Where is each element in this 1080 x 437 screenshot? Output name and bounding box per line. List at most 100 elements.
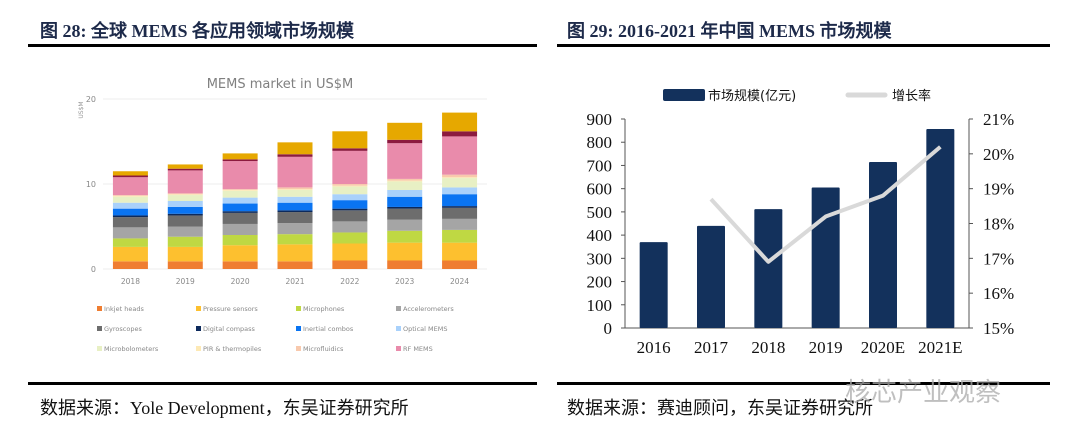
y2-tick-label: 19% <box>983 180 1014 199</box>
legend-swatch <box>396 306 401 311</box>
x-tick-label: 2018 <box>121 277 140 286</box>
x-tick-label: 2021 <box>285 277 304 286</box>
bar-segment-rf-mems <box>387 143 423 179</box>
bar-segment-microbolometers <box>167 195 203 201</box>
legend-label: Accelerometers <box>403 305 454 313</box>
legend-label: 市场规模(亿元) <box>708 88 796 104</box>
legend-label: Gyroscopes <box>104 325 142 333</box>
bar-segment-microbolometers <box>442 178 478 188</box>
bar-segment-microbolometers <box>222 190 258 198</box>
bar-segment-digital-compass <box>277 210 313 213</box>
x-tick-label: 2019 <box>809 338 843 357</box>
bar-segment-series-12 <box>112 175 148 178</box>
x-tick-label: 2020 <box>231 277 250 286</box>
bar-segment-accelerometers <box>277 223 313 235</box>
y2-tick-label: 20% <box>983 145 1014 164</box>
bar-segment-series-13 <box>222 153 258 160</box>
right-figure-title: 图 29: 2016-2021 年中国 MEMS 市场规模 <box>567 21 892 41</box>
bar-segment-inkjet-heads <box>442 260 478 269</box>
bar-segment-pir-thermopiles <box>167 194 203 196</box>
left-top-rule <box>28 44 537 47</box>
y2-tick-label: 18% <box>983 215 1014 234</box>
bar-segment-pir-thermopiles <box>442 177 478 179</box>
legend-label: Pressure sensors <box>203 305 258 313</box>
legend-swatch <box>296 306 301 311</box>
bar-segment-pressure-sensors <box>222 245 258 262</box>
x-tick-label: 2023 <box>395 277 414 286</box>
left-bottom-rule <box>28 382 537 385</box>
x-tick-label: 2019 <box>176 277 195 286</box>
bar-segment-pressure-sensors <box>112 246 148 262</box>
bar-segment-optical-mems <box>387 189 423 197</box>
watermark: 核芯产业观察 <box>845 378 1002 408</box>
bar-segment-inkjet-heads <box>112 261 148 269</box>
bar-segment-rf-mems <box>222 161 258 190</box>
bar-segment-inkjet-heads <box>167 261 203 269</box>
y-tick-label: 10 <box>86 180 96 189</box>
y2-tick-label: 15% <box>983 319 1014 338</box>
bar-segment-rf-mems <box>442 136 478 175</box>
bar-segment-digital-compass <box>222 211 258 213</box>
legend-swatch <box>296 326 301 331</box>
bar-segment-microphones <box>167 236 203 247</box>
y2-tick-label: 21% <box>983 110 1014 129</box>
bar-segment-pir-thermopiles <box>222 189 258 191</box>
legend-swatch <box>396 346 401 351</box>
mems-market-stacked-bar-chart: MEMS market in US$M US$M 0 10 20 2018 2019 2020… <box>78 77 487 353</box>
bar-segment-digital-compass <box>442 206 478 208</box>
y2-tick-label: 17% <box>983 249 1014 268</box>
bar-segment-pressure-sensors <box>332 243 368 261</box>
legend-swatch <box>97 306 102 311</box>
x-tick-label: 2020E <box>861 338 905 357</box>
bar-segment-inkjet-heads <box>277 261 313 269</box>
right-source-note: 数据来源：赛迪顾问，东吴证券研究所 <box>567 398 873 418</box>
legend-label: Inkjet heads <box>104 305 144 313</box>
bar-segment-optical-mems <box>222 197 258 204</box>
bar-segment-microfluidics <box>442 174 478 178</box>
bar-segment-gyroscopes <box>222 212 258 224</box>
bar-segment-microfluidics <box>387 178 423 181</box>
bar-segment-pir-thermopiles <box>387 180 423 182</box>
bar-segment-series-12 <box>387 139 423 144</box>
bar-segment-gyroscopes <box>332 210 368 222</box>
legend-label: Digital compass <box>203 325 256 333</box>
x-tick-label: 2016 <box>637 338 671 357</box>
bar-segment-microphones <box>277 234 313 245</box>
legend-swatch <box>196 346 201 351</box>
bar-market-size <box>811 187 840 328</box>
y-tick-label: 200 <box>587 273 613 292</box>
bar-segment-microphones <box>112 238 148 247</box>
legend-label: 增长率 <box>892 88 931 104</box>
right-bottom-rule <box>557 382 1050 385</box>
bar-segment-series-13 <box>387 122 423 140</box>
bar-segment-optical-mems <box>112 202 148 209</box>
bar-market-size <box>754 209 783 328</box>
bar-segment-microbolometers <box>332 186 368 195</box>
legend-label: PIR & thermopiles <box>203 345 262 353</box>
bar-segment-optical-mems <box>167 201 203 207</box>
y-tick-label: 400 <box>587 226 613 245</box>
bar-segment-inkjet-heads <box>222 261 258 269</box>
legend-swatch-market-size <box>663 89 705 101</box>
bar-segment-accelerometers <box>222 223 258 235</box>
bar-segment-accelerometers <box>387 219 423 231</box>
bar-segment-microfluidics <box>332 184 368 186</box>
bar-segment-inertial-combos <box>112 208 148 216</box>
bar-segment-microbolometers <box>387 181 423 190</box>
y-tick-label: 700 <box>587 156 613 175</box>
legend-swatch <box>97 346 102 351</box>
y-tick-label: 100 <box>587 296 613 315</box>
legend-label: Optical MEMS <box>403 325 447 333</box>
legend-swatch <box>196 306 201 311</box>
legend-swatch <box>97 326 102 331</box>
bar-segment-inertial-combos <box>167 206 203 214</box>
chart-title: MEMS market in US$M <box>207 77 354 92</box>
bar-market-size <box>869 161 897 328</box>
bar-segment-digital-compass <box>387 206 423 209</box>
bar-segment-pressure-sensors <box>442 242 478 261</box>
bar-segment-pir-thermopiles <box>332 185 368 187</box>
legend-swatch <box>396 326 401 331</box>
bar-segment-series-12 <box>277 154 313 157</box>
bar-segment-rf-mems <box>112 177 148 196</box>
bar-segment-digital-compass <box>112 215 148 218</box>
